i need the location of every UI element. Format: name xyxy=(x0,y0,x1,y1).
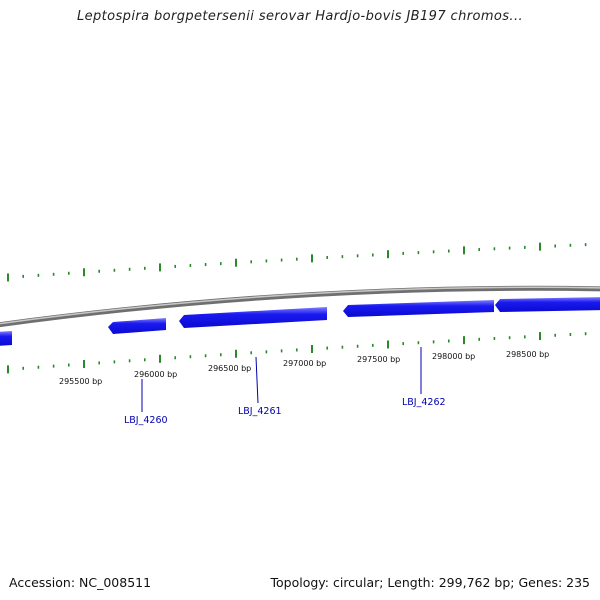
gene-labels: LBJ_4260 LBJ_4261 LBJ_4262 xyxy=(124,397,446,426)
gene-label[interactable]: LBJ_4261 xyxy=(238,406,282,417)
ruler-label: 298500 bp xyxy=(506,350,549,359)
gene-feature[interactable] xyxy=(179,307,327,328)
topology-summary: Topology: circular; Length: 299,762 bp; … xyxy=(270,575,591,590)
ruler-label: 296500 bp xyxy=(208,364,251,373)
chromosome-backbone xyxy=(0,285,600,328)
gene-feature[interactable] xyxy=(108,318,166,334)
gene-label[interactable]: LBJ_4260 xyxy=(124,415,168,426)
gene-label[interactable]: LBJ_4262 xyxy=(402,397,446,408)
gene-feature[interactable] xyxy=(0,331,12,346)
ruler-label: 297500 bp xyxy=(357,355,400,364)
gene-feature[interactable] xyxy=(495,297,600,312)
ruler-label: 297000 bp xyxy=(283,359,326,368)
inner-tick-marks xyxy=(7,332,587,374)
ruler-label: 296000 bp xyxy=(134,370,177,379)
gene-feature[interactable] xyxy=(343,300,494,317)
ruler-label: 298000 bp xyxy=(432,352,475,361)
gene-label-leaders xyxy=(141,347,422,412)
ruler-labels: 295500 bp 296000 bp 296500 bp 297000 bp … xyxy=(59,350,549,386)
map-title: Leptospira borgpetersenii serovar Hardjo… xyxy=(76,9,524,24)
gene-features xyxy=(0,297,600,346)
outer-tick-marks xyxy=(7,242,587,282)
ruler-label: 295500 bp xyxy=(59,377,102,386)
accession-text: Accession: NC_008511 xyxy=(9,575,152,590)
